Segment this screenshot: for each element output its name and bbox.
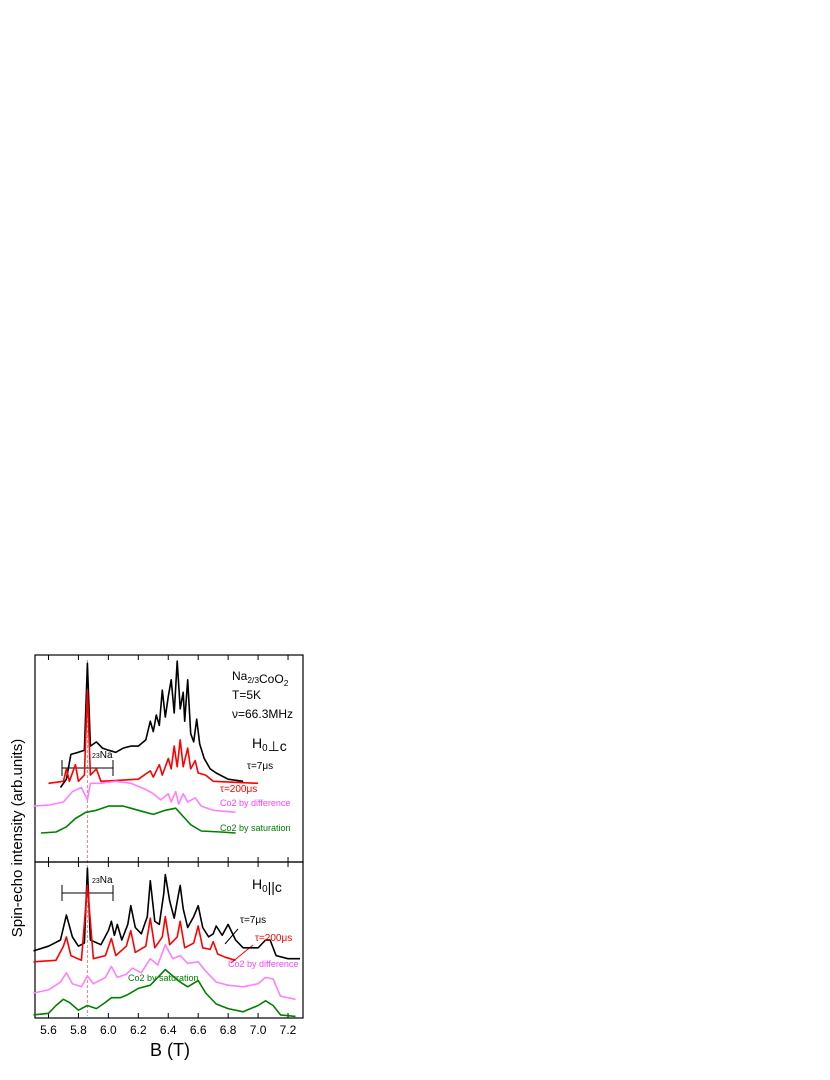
plot-frame bbox=[34, 861, 304, 1019]
annotation: Co2 by difference bbox=[228, 959, 298, 969]
annotation-part: 23 bbox=[92, 753, 100, 760]
annotation-part: 2 bbox=[284, 678, 289, 688]
annotation-part: ⊥c bbox=[268, 738, 287, 754]
annotation: H0||c bbox=[252, 876, 282, 895]
x-tick-label: 7.0 bbox=[250, 1023, 267, 1037]
annotation: ν=66.3MHz bbox=[232, 707, 293, 721]
annotation-part: Co2 by saturation bbox=[220, 823, 291, 833]
annotation-part: 2/3 bbox=[247, 675, 259, 685]
annotation-part: Co2 by saturation bbox=[128, 973, 199, 983]
annotation-part: 0 bbox=[262, 743, 268, 754]
annotation: τ=200μs bbox=[255, 933, 292, 944]
annotation-part: τ=7μs bbox=[247, 761, 273, 772]
series-line bbox=[33, 884, 236, 963]
x-tick-label: 6.4 bbox=[160, 1023, 177, 1037]
annotation-part: Co2 by difference bbox=[228, 959, 298, 969]
arrow bbox=[224, 928, 239, 945]
annotation-part: H bbox=[252, 735, 262, 751]
bracket-top bbox=[61, 760, 114, 776]
annotation: Co2 by saturation bbox=[128, 973, 199, 983]
annotation-part: Na bbox=[100, 750, 113, 761]
annotation-part: ν=66.3MHz bbox=[232, 707, 293, 721]
x-tick-label: 6.2 bbox=[130, 1023, 147, 1037]
annotation-part: Na bbox=[100, 875, 113, 886]
y-axis-label: Spin-echo intensity (arb.units) bbox=[9, 739, 26, 937]
x-tick-label: 5.8 bbox=[70, 1023, 87, 1037]
annotation: 23Na bbox=[92, 875, 113, 886]
series-line bbox=[40, 805, 236, 834]
annotation-part: 23 bbox=[92, 878, 100, 885]
annotation: H0⊥c bbox=[252, 735, 287, 754]
annotation-part: H bbox=[252, 876, 262, 892]
annotation-part: ||c bbox=[268, 879, 282, 895]
annotation-part: τ=200μs bbox=[255, 933, 292, 944]
annotation: τ=7μs bbox=[240, 915, 266, 926]
annotation: τ=7μs bbox=[247, 761, 273, 772]
series-line bbox=[33, 943, 296, 1001]
series-line bbox=[48, 689, 259, 785]
annotation-part: Na bbox=[232, 669, 248, 683]
x-tick-label: 5.6 bbox=[40, 1023, 57, 1037]
annotation-part: τ=200μs bbox=[220, 784, 257, 795]
annotation-part: CoO bbox=[259, 672, 284, 686]
x-tick-label: 6.8 bbox=[220, 1023, 237, 1037]
annotation: Na2/3CoO2 bbox=[232, 669, 289, 688]
annotation: Co2 by difference bbox=[220, 798, 290, 808]
x-tick-label: 7.2 bbox=[280, 1023, 297, 1037]
annotation: 23Na bbox=[92, 750, 113, 761]
annotation: T=5K bbox=[232, 688, 261, 702]
series-line bbox=[59, 660, 244, 788]
series-line bbox=[33, 968, 296, 1018]
annotation: Co2 by saturation bbox=[220, 823, 291, 833]
annotation-part: T=5K bbox=[232, 688, 261, 702]
x-tick-label: 6.0 bbox=[100, 1023, 117, 1037]
x-axis-label: B (T) bbox=[150, 1040, 190, 1060]
annotation: τ=200μs bbox=[220, 784, 257, 795]
annotation-part: Co2 by difference bbox=[220, 798, 290, 808]
series-line bbox=[33, 780, 236, 814]
annotation-part: 0 bbox=[262, 884, 268, 895]
x-tick-label: 6.6 bbox=[190, 1023, 207, 1037]
annotation-part: τ=7μs bbox=[240, 915, 266, 926]
